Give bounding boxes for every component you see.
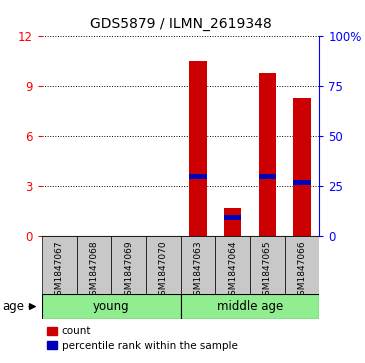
Bar [42, 236, 77, 294]
Bar [293, 180, 311, 184]
Text: young: young [93, 300, 130, 313]
Bar [224, 216, 241, 220]
Text: GSM1847068: GSM1847068 [89, 241, 99, 301]
Bar [189, 174, 207, 179]
Bar [224, 208, 241, 236]
Bar [42, 294, 181, 319]
Text: GSM1847066: GSM1847066 [297, 241, 307, 301]
Text: GSM1847065: GSM1847065 [263, 241, 272, 301]
Bar [146, 236, 181, 294]
Bar [77, 236, 111, 294]
Bar [293, 98, 311, 236]
Bar [215, 236, 250, 294]
Text: age: age [2, 300, 24, 313]
Bar [259, 73, 276, 236]
Legend: count, percentile rank within the sample: count, percentile rank within the sample [47, 326, 238, 351]
Text: GSM1847069: GSM1847069 [124, 241, 133, 301]
Bar [111, 236, 146, 294]
Text: middle age: middle age [217, 300, 283, 313]
Text: GSM1847063: GSM1847063 [193, 241, 203, 301]
Bar [259, 174, 276, 179]
Bar [285, 236, 319, 294]
Title: GDS5879 / ILMN_2619348: GDS5879 / ILMN_2619348 [90, 17, 272, 31]
Text: GSM1847064: GSM1847064 [228, 241, 237, 301]
Bar [181, 236, 215, 294]
Bar [181, 294, 319, 319]
Bar [189, 61, 207, 236]
Bar [250, 236, 285, 294]
Text: GSM1847067: GSM1847067 [55, 241, 64, 301]
Text: GSM1847070: GSM1847070 [159, 241, 168, 301]
